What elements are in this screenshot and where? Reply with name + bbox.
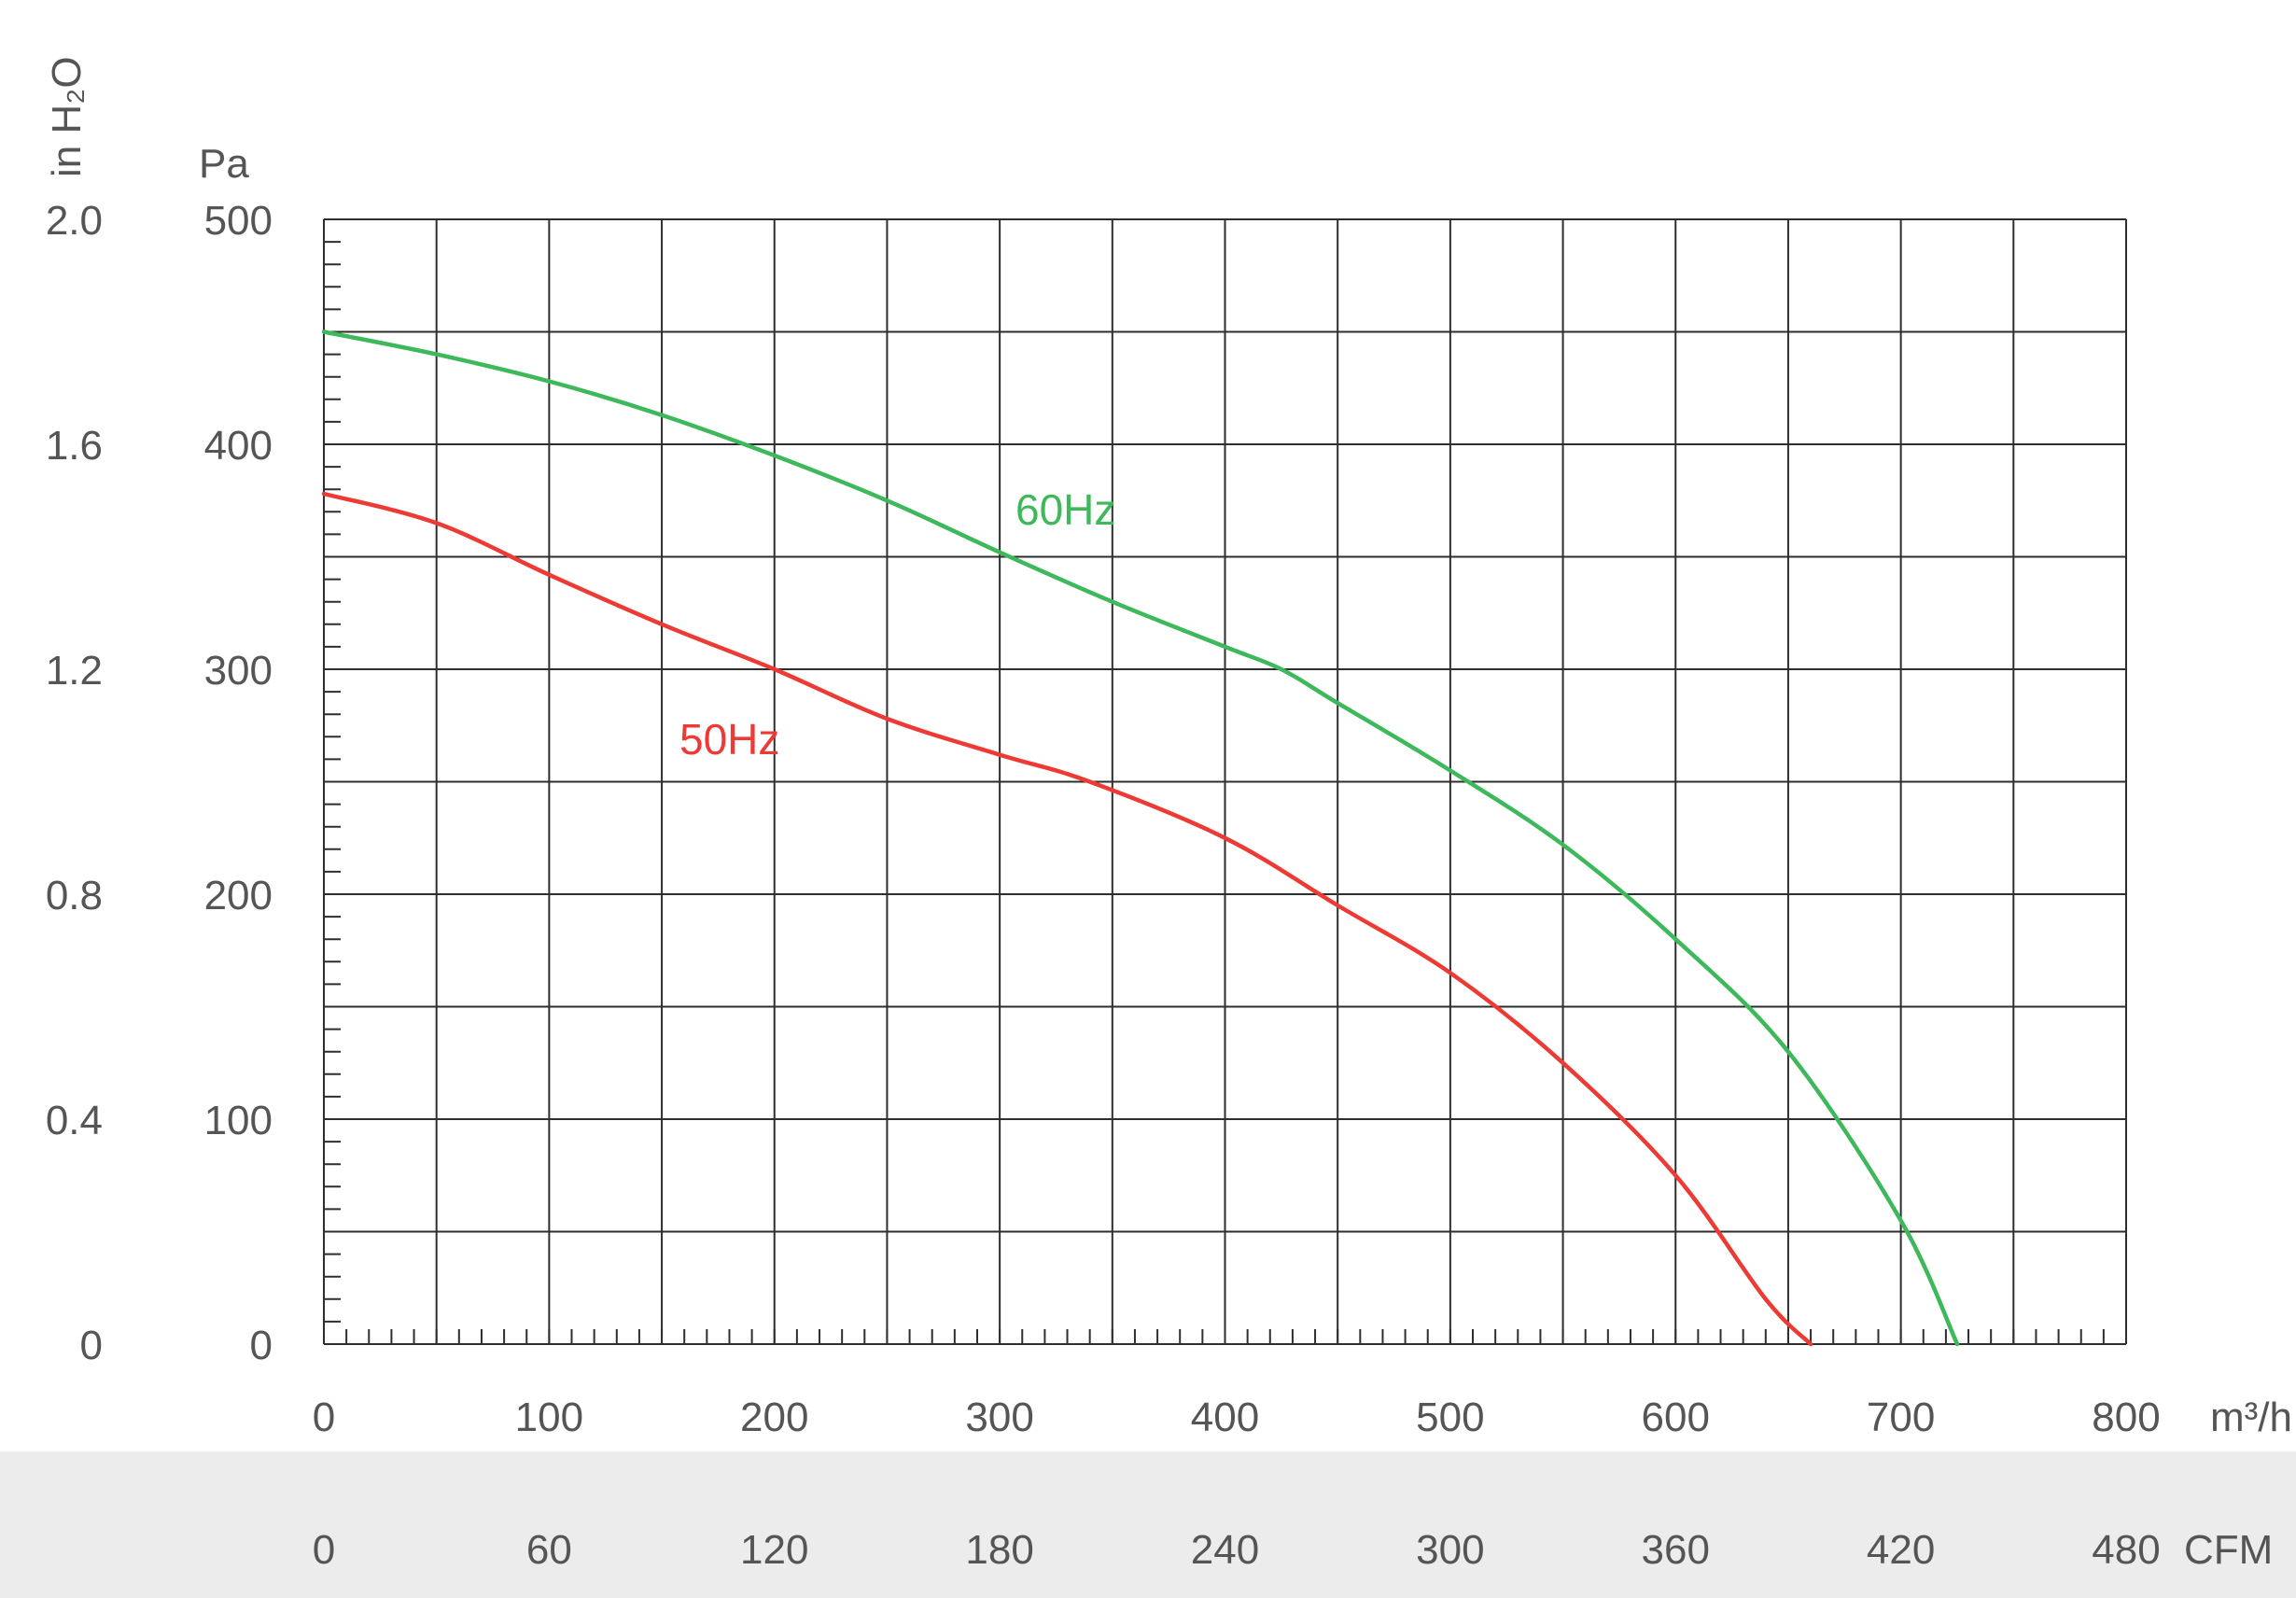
series-line-60hz [321, 329, 1960, 1347]
x-tick-label: 500 [1416, 1395, 1484, 1440]
x-axis-label: m³/h [2210, 1395, 2292, 1440]
y-tick-label: 200 [204, 873, 273, 918]
y-tick-labels: 0 100 200 300 400 500 [204, 198, 273, 1368]
x2-tick-label: 480 [2092, 1527, 2160, 1573]
y2-axis-label: in H₂O [44, 56, 90, 177]
y2-tick-label: 2.0 [46, 198, 103, 244]
x2-tick-labels: 0 60 120 180 240 300 360 420 480 [313, 1527, 2161, 1573]
x2-tick-label: 180 [965, 1527, 1033, 1573]
cfm-axis-band [0, 1451, 2296, 1598]
x2-tick-label: 300 [1416, 1527, 1484, 1573]
series-line-50hz [321, 491, 1813, 1347]
x2-tick-label: 120 [740, 1527, 808, 1573]
x-tick-label: 700 [1867, 1395, 1935, 1440]
x-tick-labels: 0 100 200 300 400 500 600 700 800 [313, 1395, 2161, 1440]
series-label-60hz: 60Hz [1015, 485, 1115, 534]
y-tick-label: 300 [204, 648, 273, 694]
x2-tick-label: 360 [1642, 1527, 1710, 1573]
x-tick-label: 600 [1642, 1395, 1710, 1440]
x-tick-label: 100 [515, 1395, 583, 1440]
y-tick-label: 0 [250, 1323, 273, 1368]
y2-tick-label: 0.4 [46, 1098, 103, 1143]
y2-tick-label: 0 [80, 1323, 103, 1368]
grid-lines [323, 218, 2127, 1345]
x2-tick-label: 240 [1191, 1527, 1259, 1573]
y-tick-label: 500 [204, 198, 273, 244]
y2-tick-label: 0.8 [46, 873, 103, 918]
x-tick-label: 200 [740, 1395, 808, 1440]
x2-axis-label: CFM [2184, 1527, 2273, 1573]
x-tick-label: 300 [965, 1395, 1033, 1440]
y-axis-label: Pa [199, 141, 249, 187]
series-label-50hz: 50Hz [679, 715, 779, 764]
x-tick-label: 400 [1191, 1395, 1259, 1440]
x2-tick-label: 0 [313, 1527, 335, 1573]
y2-tick-label: 1.6 [46, 423, 103, 469]
x2-tick-label: 420 [1867, 1527, 1935, 1573]
y-tick-label: 100 [204, 1098, 273, 1143]
y2-tick-labels: 0 0.4 0.8 1.2 1.6 2.0 [46, 198, 103, 1368]
y-tick-label: 400 [204, 423, 273, 469]
y2-tick-label: 1.2 [46, 648, 103, 694]
series-layer [321, 329, 1960, 1347]
x-tick-label: 0 [313, 1395, 335, 1440]
x-tick-label: 800 [2092, 1395, 2160, 1440]
x2-tick-label: 60 [526, 1527, 572, 1573]
